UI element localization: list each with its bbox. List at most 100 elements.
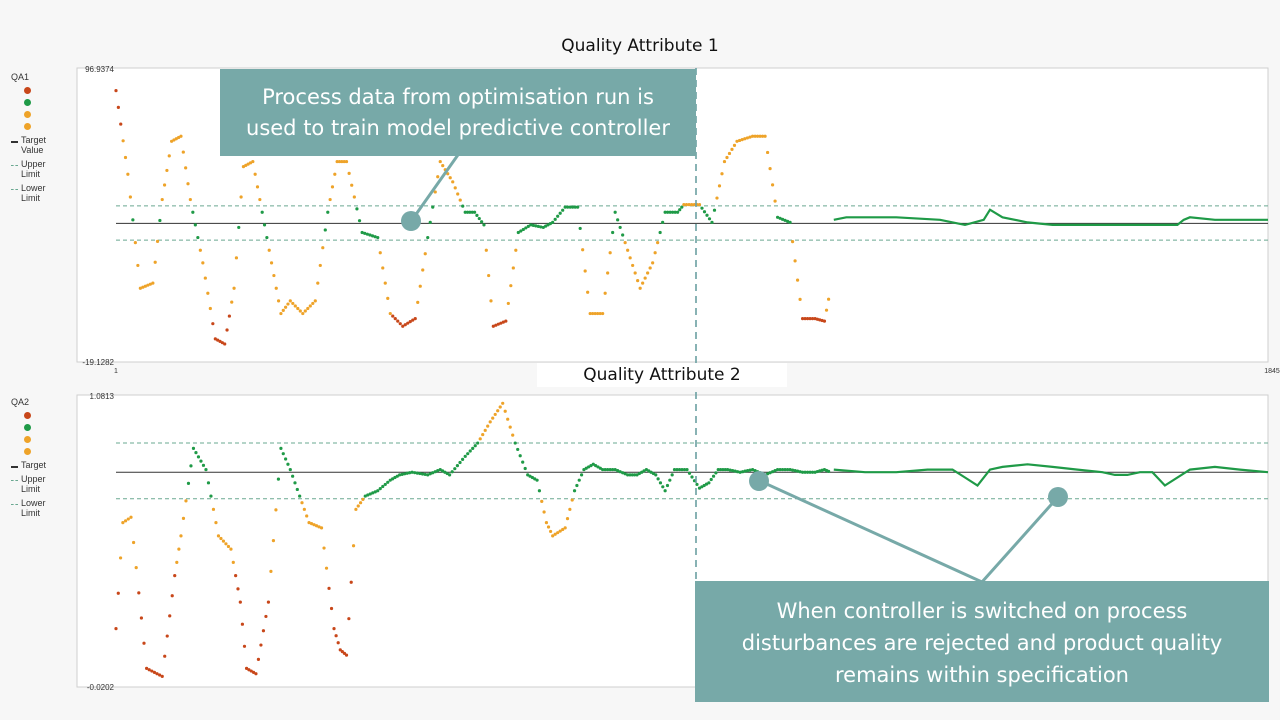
- data-point: [496, 409, 500, 413]
- data-point: [732, 143, 737, 147]
- data-point: [264, 614, 268, 619]
- data-point: [668, 210, 672, 214]
- data-point: [116, 591, 120, 595]
- data-point: [314, 524, 319, 528]
- data-point: [670, 473, 674, 477]
- data-point: [333, 172, 337, 176]
- data-point: [583, 269, 587, 273]
- data-point: [601, 467, 605, 472]
- data-point: [301, 311, 305, 316]
- data-point: [516, 447, 520, 452]
- data-point: [158, 218, 162, 223]
- data-point: [378, 251, 382, 255]
- data-point: [373, 235, 377, 239]
- data-point: [705, 213, 709, 217]
- data-point: [584, 466, 588, 470]
- data-point: [642, 469, 646, 473]
- data-point: [355, 207, 359, 211]
- data-point: [702, 483, 706, 488]
- data-point: [563, 205, 567, 209]
- data-point: [431, 205, 435, 209]
- data-point: [335, 159, 339, 164]
- data-point: [788, 220, 792, 224]
- data-point: [234, 256, 239, 260]
- data-point: [700, 485, 704, 489]
- data-point: [349, 580, 353, 584]
- data-point: [313, 299, 317, 303]
- data-point: [133, 241, 137, 245]
- data-point: [221, 539, 226, 543]
- data-point: [403, 472, 407, 476]
- data-point: [483, 428, 487, 432]
- data-point: [637, 471, 641, 476]
- data-point: [288, 467, 292, 472]
- data-point: [274, 508, 278, 512]
- data-point: [822, 319, 827, 323]
- data-point: [722, 159, 727, 164]
- data-point: [248, 161, 253, 165]
- data-point: [251, 670, 256, 674]
- data-point: [730, 147, 734, 152]
- data-point: [308, 304, 312, 308]
- data-point: [478, 437, 482, 441]
- data-point: [606, 271, 610, 275]
- data-point: [370, 234, 375, 238]
- data-point: [582, 467, 586, 472]
- data-point: [748, 468, 752, 472]
- chart-title-qa1: Quality Attribute 1: [561, 36, 719, 56]
- data-point: [644, 467, 648, 472]
- legend-dot-out-of-spec: [24, 87, 31, 94]
- data-point: [199, 459, 203, 463]
- data-point: [309, 522, 314, 526]
- data-point: [175, 560, 179, 564]
- data-point: [458, 460, 462, 465]
- legend-item-target: Target: [11, 460, 55, 470]
- data-point: [232, 286, 236, 290]
- data-point: [463, 454, 467, 458]
- data-point: [783, 467, 787, 472]
- data-point: [665, 483, 670, 488]
- data-point: [603, 291, 607, 295]
- data-point: [251, 159, 255, 164]
- data-point: [138, 286, 142, 290]
- data-point: [654, 473, 658, 477]
- data-point: [241, 165, 246, 169]
- data-point: [530, 475, 534, 480]
- data-point: [709, 477, 713, 482]
- data-point: [198, 248, 202, 252]
- data-point: [354, 507, 358, 511]
- data-point: [163, 654, 167, 658]
- data-point: [121, 139, 125, 143]
- data-point: [420, 472, 425, 476]
- data-point: [656, 241, 660, 245]
- data-point: [324, 566, 329, 570]
- data-point: [553, 217, 557, 221]
- data-point: [471, 446, 475, 450]
- data-point: [142, 641, 146, 645]
- data-point: [152, 670, 157, 674]
- data-point: [496, 322, 500, 326]
- data-point: [418, 284, 422, 288]
- data-point: [206, 291, 210, 295]
- data-point: [780, 467, 785, 472]
- data-point: [259, 643, 263, 647]
- data-point: [265, 235, 269, 240]
- data-point: [616, 218, 620, 222]
- data-point: [231, 560, 235, 564]
- data-point: [587, 465, 591, 469]
- data-point: [628, 473, 632, 477]
- data-point: [743, 469, 747, 473]
- data-point: [720, 172, 724, 176]
- data-point: [255, 185, 260, 189]
- data-point: [635, 473, 639, 477]
- data-point: [223, 342, 227, 346]
- data-point: [692, 203, 696, 207]
- legend-item-target: Target Value: [11, 135, 55, 155]
- data-point: [685, 467, 689, 472]
- data-point: [230, 300, 234, 304]
- data-point: [318, 263, 322, 268]
- data-point: [482, 223, 486, 227]
- data-point: [561, 527, 565, 532]
- data-point: [487, 273, 491, 278]
- data-point: [556, 531, 560, 535]
